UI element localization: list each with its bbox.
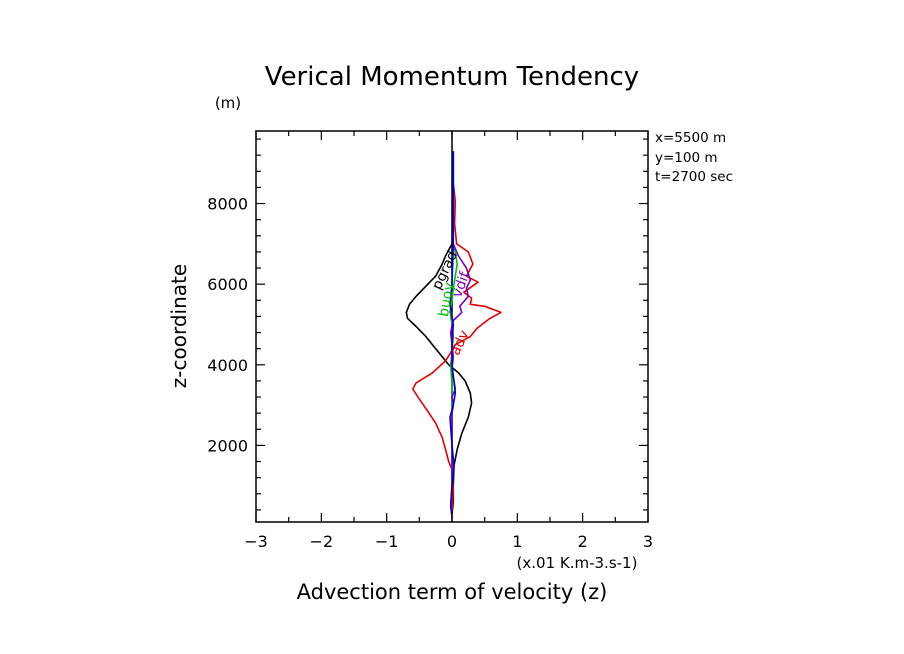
y-units-label: (m) xyxy=(215,94,241,112)
info-line-y: y=100 m xyxy=(655,150,718,166)
x-tick-label: −2 xyxy=(310,532,334,551)
x-tick-label: −3 xyxy=(244,532,268,551)
x-tick-label: 3 xyxy=(643,532,653,551)
y-tick-label: 4000 xyxy=(207,356,248,375)
series-line-pgrad xyxy=(405,151,473,514)
series-line-adv xyxy=(412,183,502,510)
x-tick-label: −1 xyxy=(375,532,399,551)
x-units-label: (x.01 K.m-3.s-1) xyxy=(517,554,638,572)
chart-title: Verical Momentum Tendency xyxy=(265,62,639,92)
y-tick-label: 6000 xyxy=(207,275,248,294)
y-axis-label: z-coordinate xyxy=(167,264,191,388)
x-tick-label: 1 xyxy=(512,532,522,551)
info-line-x: x=5500 m xyxy=(655,130,726,146)
info-line-t: t=2700 sec xyxy=(655,169,733,185)
series-layer xyxy=(405,131,502,522)
x-axis-label: Advection term of velocity (z) xyxy=(297,580,608,604)
x-tick-label: 0 xyxy=(447,532,457,551)
y-tick-label: 8000 xyxy=(207,195,248,214)
y-tick-label: 2000 xyxy=(207,436,248,455)
series-line-unlabeled-4 xyxy=(449,151,457,515)
curve-label-buoy: buoy xyxy=(436,281,458,318)
axes-layer: −3 −2 −1 0 1 2 3 2000 4000 6000 8000 xyxy=(207,130,653,551)
x-tick-label: 2 xyxy=(578,532,588,551)
